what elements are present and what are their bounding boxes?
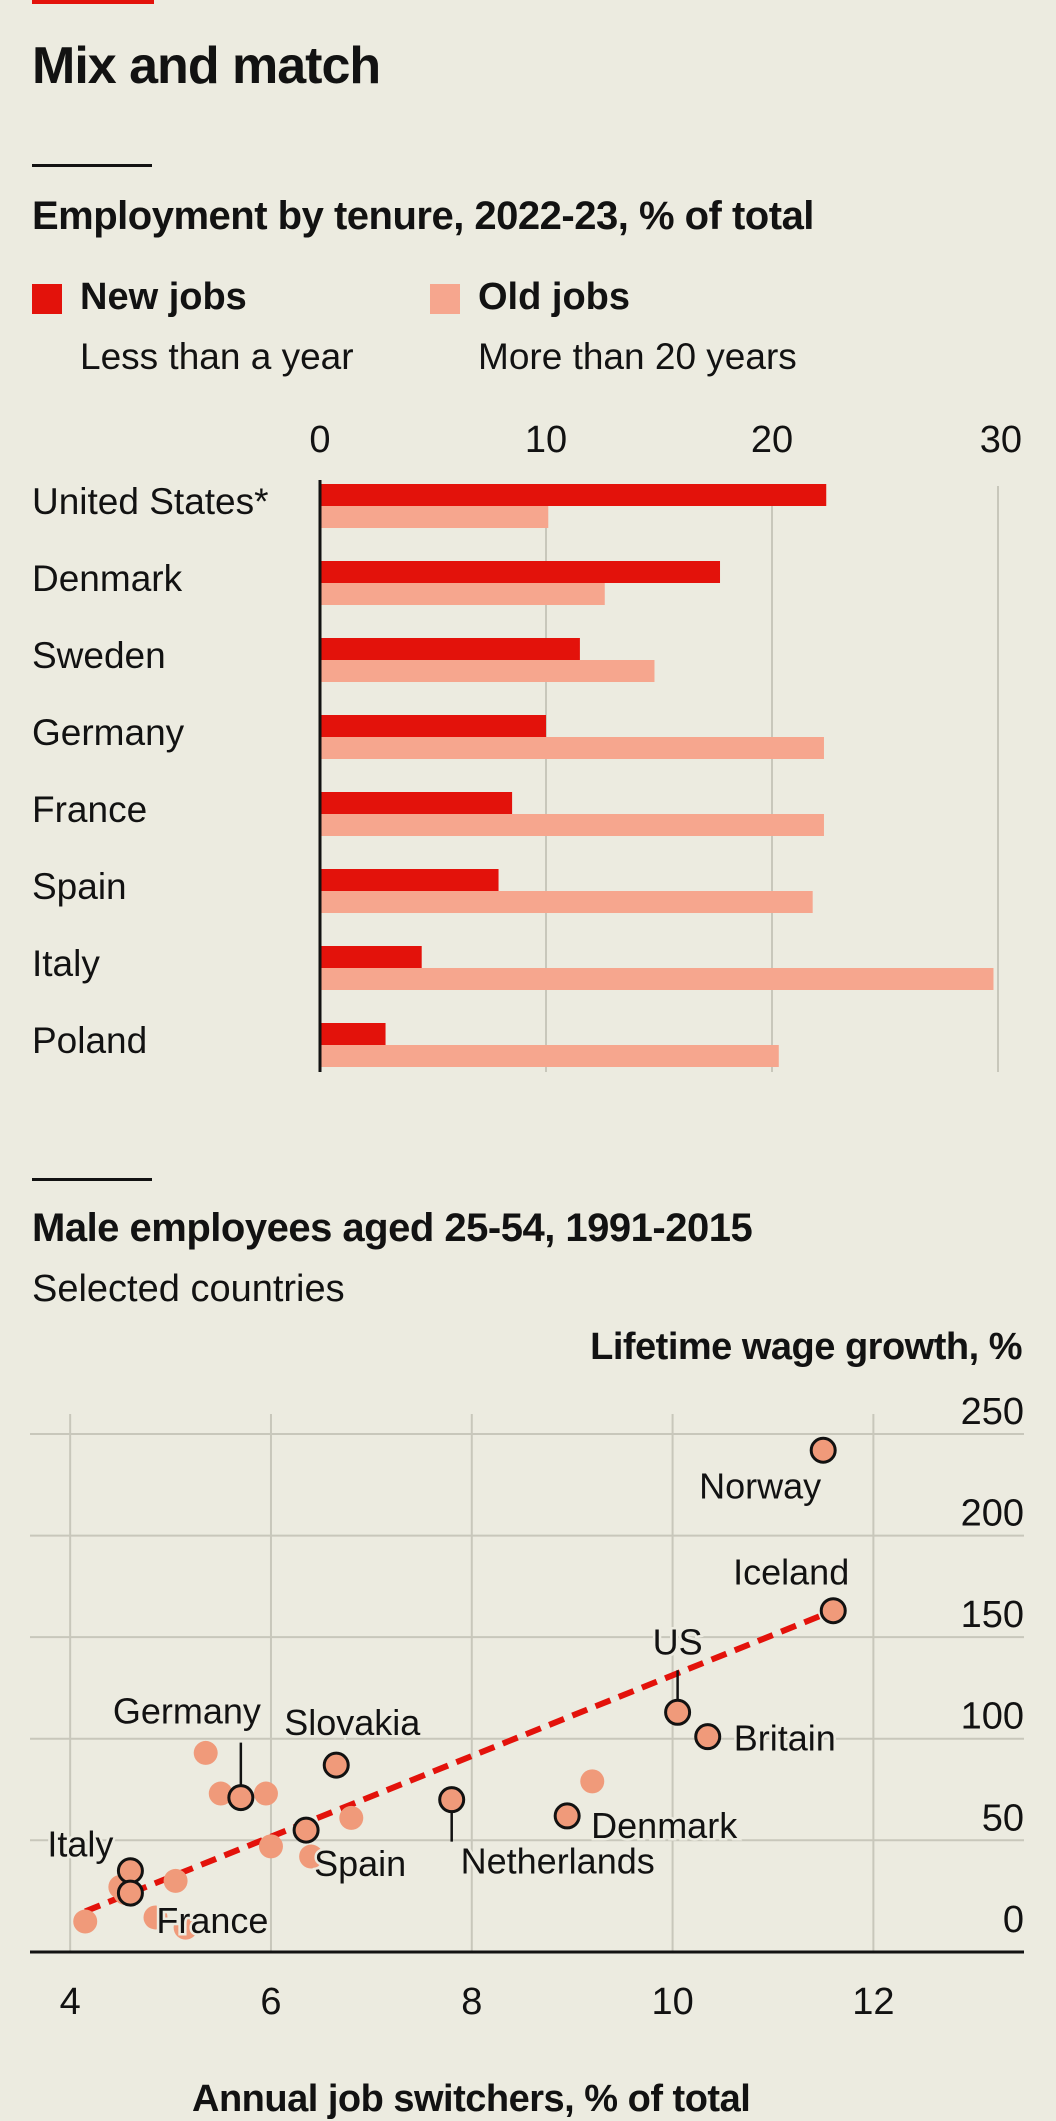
scatter-point [253, 1781, 278, 1806]
legend-new-label: New jobs [80, 276, 247, 318]
scatter-chart-rule [32, 1178, 152, 1181]
bar-new-jobs [320, 869, 499, 891]
scatter-y-tick-label: 0 [1003, 1899, 1024, 1941]
scatter-point-label: Netherlands [461, 1841, 655, 1882]
scatter-chart-title: Male employees aged 25-54, 1991-2015 [32, 1206, 753, 1250]
bar-chart-rule [32, 164, 152, 167]
scatter-y-tick-label: 250 [961, 1391, 1024, 1433]
legend-old-sub: More than 20 years [478, 336, 797, 377]
bar-x-tick-label: 0 [309, 419, 330, 461]
bar-old-jobs [320, 891, 813, 913]
brand-bar [32, 0, 154, 4]
x-axis-title: Annual job switchers, % of total [192, 2078, 751, 2120]
legend-swatch-old [430, 284, 460, 314]
legend-swatch-new [32, 284, 62, 314]
scatter-point-label: Spain [314, 1843, 406, 1884]
scatter-y-tick-label: 150 [961, 1594, 1024, 1636]
bar-new-jobs [320, 638, 580, 660]
bar-old-jobs [320, 737, 824, 759]
bar-category-label: Germany [32, 712, 185, 753]
bar-category-label: Spain [32, 866, 127, 907]
y-axis-title: Lifetime wage growth, % [590, 1326, 1022, 1368]
bar-new-jobs [320, 792, 513, 814]
bar-x-tick-label: 10 [525, 419, 567, 461]
scatter-point-label: Denmark [591, 1805, 738, 1846]
bar-old-jobs [320, 968, 994, 990]
scatter-point-label: Italy [47, 1824, 113, 1865]
scatter-point-label: Britain [734, 1718, 836, 1759]
scatter-x-tick-label: 12 [852, 1981, 894, 2023]
bar-category-label: Denmark [32, 558, 183, 599]
scatter-point-labelled [819, 1597, 847, 1625]
bar-x-tick-label: 30 [980, 419, 1022, 461]
scatter-chart-subtitle: Selected countries [32, 1268, 345, 1310]
scatter-x-tick-label: 6 [260, 1981, 281, 2023]
scatter-point [299, 1844, 324, 1869]
scatter-point-label: Slovakia [284, 1702, 421, 1743]
scatter-point-labelled [227, 1784, 255, 1812]
bar-old-jobs [320, 506, 549, 528]
scatter-point [163, 1868, 188, 1893]
scatter-point [73, 1909, 98, 1934]
bar-old-jobs [320, 1045, 779, 1067]
scatter-point-label: US [653, 1621, 703, 1662]
scatter-point [339, 1805, 364, 1830]
scatter-point-labelled [809, 1436, 837, 1464]
bar-new-jobs [320, 946, 422, 968]
scatter-point-labelled [438, 1786, 466, 1814]
bar-chart: 0 10 20 30 United States* Denmark Sweden German… [32, 419, 1022, 1072]
scatter-point-labelled [322, 1751, 350, 1779]
scatter-point-labelled [694, 1723, 722, 1751]
scatter-x-tick-label: 4 [60, 1981, 81, 2023]
bar-category-label: France [32, 789, 147, 830]
scatter-y-tick-label: 50 [982, 1797, 1024, 1839]
scatter-point [143, 1905, 168, 1930]
scatter-point-labelled [664, 1698, 692, 1726]
scatter-point [580, 1769, 605, 1794]
legend-old-label: Old jobs [478, 276, 630, 318]
bar-old-jobs [320, 814, 824, 836]
scatter-point-labelled [116, 1857, 144, 1885]
bar-new-jobs [320, 1023, 386, 1045]
scatter-point-labelled [292, 1816, 320, 1844]
scatter-point-labelled [553, 1802, 581, 1830]
scatter-point-label: Iceland [733, 1552, 849, 1593]
scatter-point-label: Norway [699, 1465, 821, 1506]
bar-new-jobs [320, 561, 721, 583]
bar-category-label: Poland [32, 1020, 147, 1061]
scatter-trend-line [84, 1607, 835, 1915]
scatter-y-tick-label: 200 [961, 1493, 1024, 1535]
page-title: Mix and match [32, 37, 381, 95]
scatter-point [258, 1834, 283, 1859]
legend-new-sub: Less than a year [80, 336, 354, 377]
bar-old-jobs [320, 660, 655, 682]
scatter-x-tick-label: 8 [461, 1981, 482, 2023]
bar-x-tick-label: 20 [751, 419, 793, 461]
scatter-y-tick-label: 100 [961, 1696, 1024, 1738]
scatter-point-label: Germany [113, 1691, 261, 1732]
bar-category-label: Sweden [32, 635, 166, 676]
scatter-point [173, 1915, 198, 1940]
scatter-point [193, 1740, 218, 1765]
bar-chart-title: Employment by tenure, 2022-23, % of tota… [32, 194, 814, 238]
bar-old-jobs [320, 583, 605, 605]
scatter-chart: 0 50 100 150 200 250 4 6 8 10 12 Norway Iceland US Bri… [30, 1391, 1024, 2023]
bar-new-jobs [320, 484, 827, 506]
scatter-point-labelled [116, 1879, 144, 1907]
bar-new-jobs [320, 715, 546, 737]
bar-category-label: Italy [32, 943, 100, 984]
bar-category-label: United States* [32, 481, 269, 522]
scatter-point [208, 1781, 233, 1806]
scatter-point-label: France [156, 1900, 268, 1941]
scatter-x-tick-label: 10 [651, 1981, 693, 2023]
